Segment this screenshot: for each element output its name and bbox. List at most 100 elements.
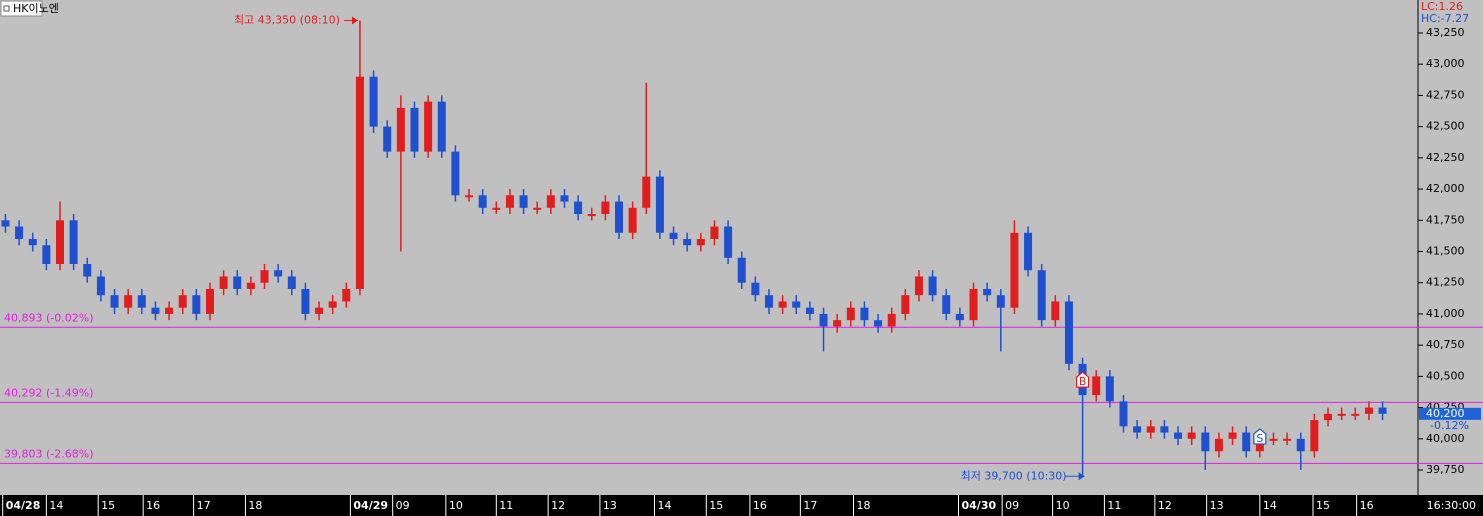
annotation-arrowhead xyxy=(1078,472,1085,481)
x-tick-label: 12 xyxy=(1158,499,1172,512)
candle-body xyxy=(696,239,705,246)
candle-body xyxy=(642,176,651,208)
candle-body xyxy=(683,239,692,246)
candle-body xyxy=(560,195,569,202)
hc-label: HC:-7.27 xyxy=(1421,12,1469,25)
candle-body xyxy=(887,313,896,327)
y-tick-label: 43,250 xyxy=(1426,26,1465,39)
current-price-label: 40,200 xyxy=(1426,407,1465,420)
candle-body xyxy=(1269,438,1278,441)
candle-body xyxy=(328,301,337,308)
candle-body xyxy=(28,239,37,246)
candle-body xyxy=(342,288,351,302)
time-label: 16:30:00 xyxy=(1427,499,1476,512)
candle-body xyxy=(996,295,1005,308)
y-tick-label: 41,500 xyxy=(1426,244,1465,257)
candle-body xyxy=(764,295,773,308)
candle-body xyxy=(601,201,610,215)
trade-mark xyxy=(1075,371,1090,388)
candle-body xyxy=(219,276,228,289)
candle-body xyxy=(1146,426,1155,433)
x-tick-label: 10 xyxy=(1056,499,1070,512)
candle-body xyxy=(55,220,64,264)
candle-body xyxy=(1092,376,1101,396)
level-label: 40,893 (-0.02%) xyxy=(4,311,93,324)
candle-body xyxy=(69,220,78,264)
candle-body xyxy=(301,288,310,314)
x-tick-label: 09 xyxy=(396,499,410,512)
candle-body xyxy=(1119,401,1128,427)
candle-body xyxy=(151,307,160,314)
x-tick-label: 11 xyxy=(499,499,513,512)
candle-body xyxy=(792,301,801,308)
candle-body xyxy=(724,226,733,258)
x-tick-label: 14 xyxy=(657,499,671,512)
candle-body xyxy=(819,313,828,327)
x-tick-label: 04/28 xyxy=(6,499,41,512)
candle-body xyxy=(574,201,583,215)
x-tick-label: 15 xyxy=(709,499,723,512)
annotation: 최저 39,700 (10:30) xyxy=(961,469,1067,482)
candle-body xyxy=(1310,420,1319,452)
candle-body xyxy=(1201,432,1210,452)
candle-body xyxy=(287,276,296,289)
candle-body xyxy=(1064,301,1073,364)
x-tick-label: 12 xyxy=(551,499,565,512)
chart-title: HK이노엔 xyxy=(13,2,59,15)
candle-body xyxy=(83,263,92,277)
title-icon xyxy=(3,5,10,12)
candle-body xyxy=(410,107,419,152)
candle-body xyxy=(587,214,596,217)
trade-mark xyxy=(1253,428,1267,445)
candle-body xyxy=(96,276,105,296)
candle-body xyxy=(901,295,910,314)
x-tick-label: 10 xyxy=(449,499,463,512)
candle-body xyxy=(274,270,283,277)
y-tick-label: 40,750 xyxy=(1426,338,1465,351)
y-tick-label: 42,750 xyxy=(1426,88,1465,101)
y-tick-label: 42,250 xyxy=(1426,151,1465,164)
level-label: 39,803 (-2.68%) xyxy=(4,447,93,460)
title-box xyxy=(0,0,43,17)
candle-body xyxy=(1242,432,1251,452)
candle-body xyxy=(1024,232,1033,271)
candle-body xyxy=(860,307,869,321)
candle-body xyxy=(205,288,214,314)
y-tick-label: 40,000 xyxy=(1426,432,1465,445)
candle-body xyxy=(165,307,174,314)
candle-body xyxy=(1351,413,1360,416)
candle-body xyxy=(628,207,637,233)
candle-body xyxy=(424,101,433,152)
candle-body xyxy=(615,201,624,233)
candle-body xyxy=(1174,432,1183,439)
candle-body xyxy=(751,282,760,296)
candle-body xyxy=(669,232,678,240)
candle-body xyxy=(315,307,324,314)
candle-body xyxy=(955,313,964,321)
candle-body xyxy=(942,295,951,314)
y-tick-label: 42,000 xyxy=(1426,182,1465,195)
candle-body xyxy=(737,257,746,283)
candle-body xyxy=(1283,438,1292,441)
x-tick-label: 13 xyxy=(603,499,617,512)
x-tick-label: 15 xyxy=(101,499,115,512)
candle-body xyxy=(778,301,787,308)
candle-body xyxy=(1337,413,1346,416)
candle-body xyxy=(805,307,814,314)
x-tick-label: 18 xyxy=(248,499,262,512)
candle-body xyxy=(15,226,24,240)
level-label: 40,292 (-1.49%) xyxy=(4,386,93,399)
candle-body xyxy=(546,195,555,208)
candle-body xyxy=(914,276,923,296)
candle-body xyxy=(519,195,528,208)
candle-body xyxy=(355,76,364,289)
trade-mark-label: S xyxy=(1256,432,1263,445)
candle-body xyxy=(178,295,187,308)
candle-body xyxy=(1378,407,1387,414)
y-tick-label: 42,500 xyxy=(1426,120,1465,133)
candle-body xyxy=(1010,232,1019,308)
candle-body xyxy=(1051,301,1060,321)
candle-body xyxy=(1133,426,1142,433)
y-tick-label: 41,250 xyxy=(1426,276,1465,289)
candle-body xyxy=(192,295,201,314)
